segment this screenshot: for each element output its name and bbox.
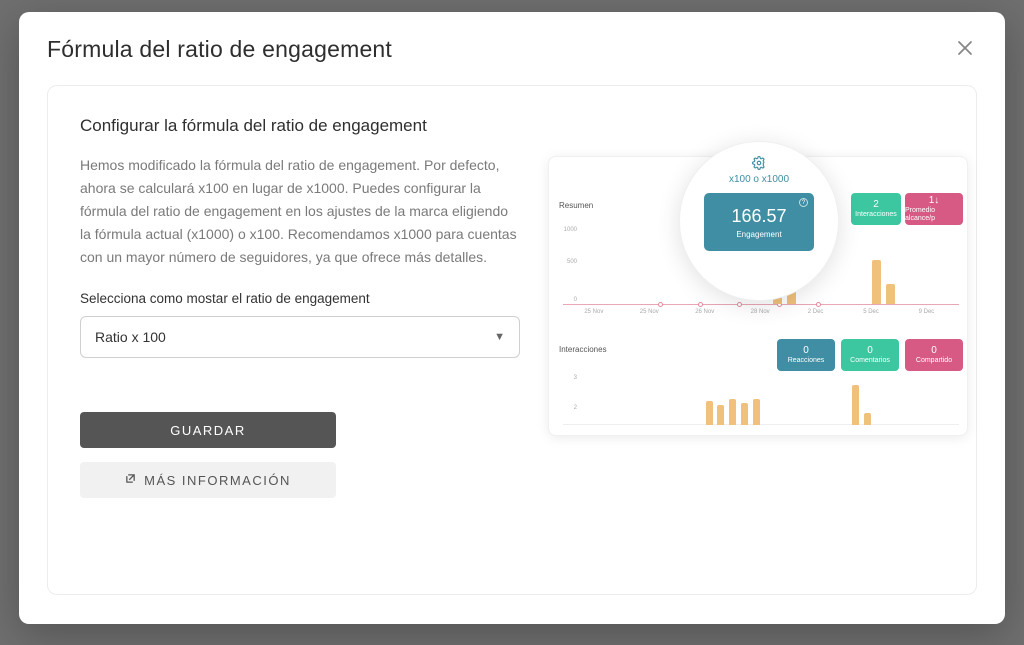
chart-bar (864, 413, 871, 425)
save-button[interactable]: GUARDAR (80, 412, 336, 448)
preview-column: 2 Interacciones 1↓ Promedio alcance/p Re… (548, 116, 944, 554)
bubble-label: x100 o x1000 (729, 174, 789, 185)
modal-title: Fórmula del ratio de engagement (47, 36, 392, 63)
more-info-button[interactable]: MÁS INFORMACIÓN (80, 462, 336, 498)
settings-column: Configurar la fórmula del ratio de engag… (80, 116, 520, 554)
chart-point (698, 302, 703, 307)
engagement-card: ? 166.57 Engagement (704, 193, 814, 251)
modal-card: Configurar la fórmula del ratio de engag… (47, 85, 977, 595)
chart-point (737, 302, 742, 307)
chart-point (658, 302, 663, 307)
card-subtitle: Configurar la fórmula del ratio de engag… (80, 116, 520, 136)
select-label: Selecciona como mostar el ratio de engag… (80, 291, 520, 306)
chart-bar (717, 405, 724, 425)
chart-bar (753, 399, 760, 425)
chart-bar (741, 403, 748, 425)
zoom-bubble: x100 o x1000 ? 166.57 Engagement (679, 141, 839, 301)
ratio-select[interactable]: Ratio x 100 ▼ (80, 316, 520, 358)
chart-bar (852, 385, 859, 425)
close-icon[interactable] (953, 36, 977, 62)
interacciones-chart: 3 2 (563, 361, 959, 425)
chart-bar (706, 401, 713, 425)
card-description: Hemos modificado la fórmula del ratio de… (80, 154, 520, 269)
gear-icon (752, 156, 766, 170)
engagement-value: 166.57 (731, 206, 786, 227)
resumen-label: Resumen (559, 201, 593, 210)
modal-header: Fórmula del ratio de engagement (47, 36, 977, 63)
external-link-icon (125, 473, 136, 487)
engagement-caption: Engagement (736, 230, 781, 239)
help-icon: ? (799, 198, 808, 207)
chart-bar (886, 284, 895, 304)
chart-bar (872, 260, 881, 304)
more-info-label: MÁS INFORMACIÓN (144, 473, 291, 488)
chevron-down-icon: ▼ (494, 331, 505, 343)
chart-bar (729, 399, 736, 425)
select-value: Ratio x 100 (95, 329, 166, 345)
preview-frame: 2 Interacciones 1↓ Promedio alcance/p Re… (548, 156, 968, 436)
engagement-formula-modal: Fórmula del ratio de engagement Configur… (19, 12, 1005, 624)
chart-point (816, 302, 821, 307)
chart-baseline (563, 304, 959, 305)
interacciones-label: Interacciones (559, 345, 607, 354)
